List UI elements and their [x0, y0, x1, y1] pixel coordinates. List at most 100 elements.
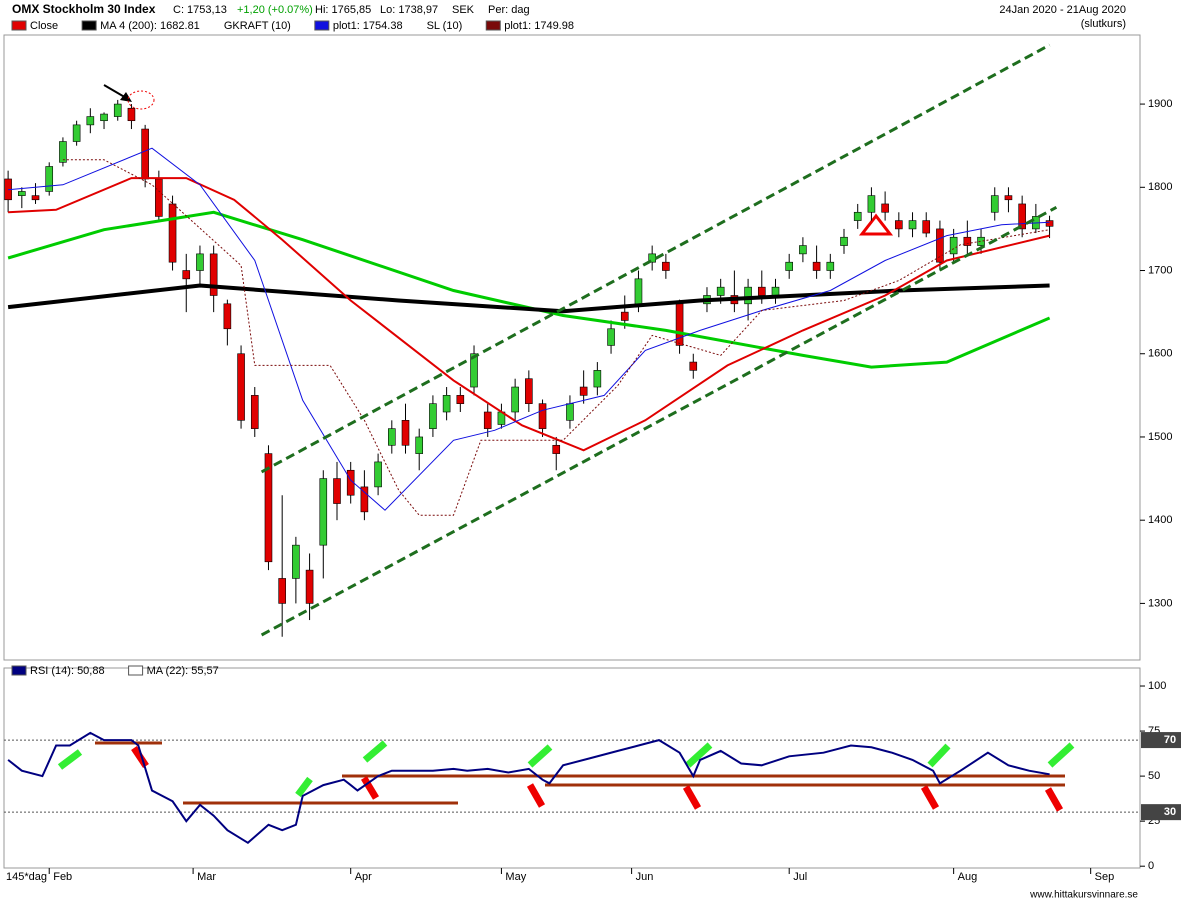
candle-body	[127, 107, 136, 122]
up-arrow	[927, 743, 951, 768]
y-tick-label: 1500	[1148, 431, 1172, 443]
y-tick-label: 50	[1148, 770, 1160, 782]
x-tick-label: Aug	[958, 871, 978, 883]
legend-label: plot1: 1749.98	[504, 20, 574, 32]
high: Hi: 1765,85	[315, 4, 371, 16]
candle-body	[785, 261, 793, 271]
legend-label: MA 4 (200): 1682.81	[100, 20, 200, 32]
candle-body	[525, 378, 533, 404]
candle-body	[141, 128, 149, 180]
x-tick-label: Sep	[1095, 871, 1115, 883]
period: Per: dag	[488, 4, 530, 16]
y-tick-label: 100	[1148, 680, 1166, 692]
candle-body	[511, 386, 519, 413]
x-tick-label: Apr	[355, 871, 372, 883]
candle-body	[936, 228, 944, 263]
down-arrow	[920, 785, 940, 810]
candle-body	[442, 395, 451, 413]
up-arrow	[57, 749, 83, 770]
legend-label: plot1: 1754.38	[333, 20, 403, 32]
candle-body	[689, 361, 698, 371]
candle-body	[31, 195, 40, 201]
legend-label: SL (10)	[427, 20, 463, 32]
legend-swatch	[11, 20, 27, 31]
candle-body	[237, 353, 245, 421]
candle-body	[155, 178, 163, 217]
candle-body	[1045, 220, 1054, 227]
candle-body	[250, 395, 259, 429]
candle-body	[662, 261, 670, 271]
up-arrow	[685, 742, 713, 768]
candle-body	[538, 403, 547, 429]
candle-body	[867, 195, 876, 213]
candle-body	[456, 395, 465, 404]
candle-body	[100, 113, 108, 122]
rsi-panel	[3, 667, 1141, 869]
candle-body	[812, 261, 821, 271]
candle-body	[319, 478, 328, 546]
candle-body	[620, 311, 629, 321]
source: www.hittakursvinnare.se	[1029, 890, 1138, 900]
candle-body	[922, 220, 931, 234]
price-panel	[3, 34, 1141, 661]
candle-body	[223, 303, 232, 330]
currency: SEK	[452, 4, 475, 16]
candle-body	[949, 236, 958, 255]
date-range: 24Jan 2020 - 21Aug 2020	[999, 4, 1126, 16]
candle-body	[59, 141, 67, 163]
candle-body	[881, 203, 889, 213]
legend-label: RSI (14): 50,88	[30, 665, 105, 677]
candle-body	[853, 211, 862, 221]
y-tick-label: 1800	[1148, 181, 1172, 193]
candle-body	[278, 578, 286, 604]
down-arrow	[360, 776, 380, 800]
x-tick-label: May	[505, 871, 526, 883]
candle-body	[579, 386, 588, 396]
candle-body	[483, 411, 492, 429]
level-label: 30	[1164, 806, 1176, 818]
x-tick-label: Jul	[793, 871, 807, 883]
legend-label: GKRAFT (10)	[224, 20, 291, 32]
candle-body	[360, 486, 369, 513]
candle-body	[18, 191, 26, 196]
legend-label: MA (22): 55,57	[147, 665, 219, 677]
days: 145*dag	[6, 871, 47, 883]
candle-body	[716, 286, 725, 296]
candle-body	[607, 328, 615, 346]
candle-body	[113, 103, 122, 117]
candle-body	[552, 444, 561, 454]
candle-body	[908, 220, 917, 230]
candle-body	[757, 286, 766, 296]
candle-body	[264, 453, 273, 563]
legend-label: Close	[30, 20, 58, 32]
y-tick-label: 1400	[1148, 514, 1172, 526]
trend-line	[260, 43, 1051, 474]
level-label: 70	[1164, 734, 1176, 746]
close-price: C: 1753,13	[173, 4, 227, 16]
candle-body	[566, 403, 574, 421]
down-arrow	[1044, 787, 1064, 812]
legend-swatch	[11, 665, 27, 676]
candle-body	[72, 124, 81, 142]
x-tick-label: Feb	[53, 871, 72, 883]
x-tick-label: Jun	[636, 871, 654, 883]
y-tick-label: 1600	[1148, 348, 1172, 360]
indicator-line	[8, 147, 1050, 511]
price-type: (slutkurs)	[1081, 18, 1126, 30]
candle-body	[634, 278, 643, 305]
arrows	[57, 740, 1075, 812]
level-box	[1141, 804, 1181, 821]
candle-body	[977, 236, 985, 246]
candle-body	[799, 245, 807, 255]
indicator-line	[7, 283, 1050, 314]
highlight-circle	[127, 90, 155, 110]
low: Lo: 1738,97	[380, 4, 438, 16]
legend-swatch	[314, 20, 330, 31]
candle-body	[45, 166, 54, 192]
candle-body	[840, 236, 848, 246]
candle-body	[990, 195, 999, 213]
candle-body	[374, 461, 382, 488]
arrow-head	[120, 92, 132, 102]
candle-body	[826, 261, 835, 271]
